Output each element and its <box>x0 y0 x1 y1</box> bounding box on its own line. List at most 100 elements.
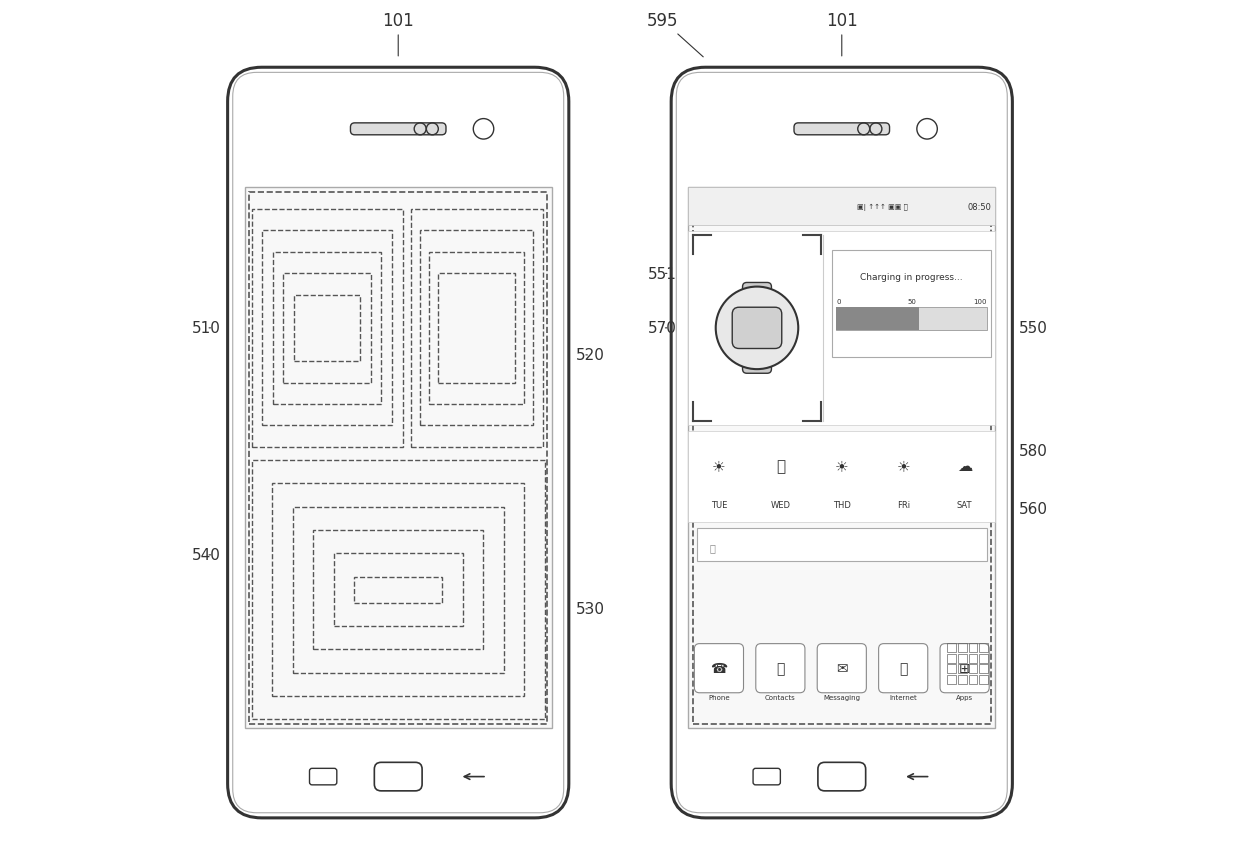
Text: 50: 50 <box>906 299 916 305</box>
FancyBboxPatch shape <box>756 644 805 693</box>
Text: ⛅: ⛅ <box>776 458 785 474</box>
Text: Contacts: Contacts <box>765 694 796 700</box>
Text: 510: 510 <box>192 321 221 336</box>
FancyBboxPatch shape <box>879 644 928 693</box>
FancyBboxPatch shape <box>233 73 564 813</box>
Text: 550: 550 <box>1019 321 1048 336</box>
FancyBboxPatch shape <box>817 644 867 693</box>
Text: 551: 551 <box>649 267 677 281</box>
Text: 580: 580 <box>1019 444 1048 459</box>
Text: ☁: ☁ <box>957 458 972 474</box>
Bar <box>968 665 977 674</box>
Bar <box>293 507 503 673</box>
FancyBboxPatch shape <box>818 763 866 791</box>
Text: Messaging: Messaging <box>823 694 861 700</box>
FancyBboxPatch shape <box>733 308 781 349</box>
Bar <box>980 643 988 653</box>
Text: 595: 595 <box>647 12 703 58</box>
Text: 100: 100 <box>973 299 987 305</box>
Bar <box>980 654 988 663</box>
Text: 🔍: 🔍 <box>709 542 715 552</box>
Text: ☀: ☀ <box>712 458 725 474</box>
Bar <box>947 676 956 684</box>
Bar <box>355 577 443 603</box>
Bar <box>968 654 977 663</box>
Bar <box>692 193 991 723</box>
FancyBboxPatch shape <box>753 769 780 785</box>
Bar <box>832 250 991 358</box>
Bar <box>314 530 484 649</box>
Bar <box>252 210 403 447</box>
Text: ☀: ☀ <box>897 458 910 474</box>
Bar <box>283 273 371 383</box>
Bar <box>410 210 543 447</box>
Bar <box>836 308 919 331</box>
FancyBboxPatch shape <box>794 124 889 135</box>
Bar <box>836 308 987 331</box>
Bar <box>688 188 996 728</box>
Text: 101: 101 <box>382 12 414 57</box>
Bar <box>947 665 956 674</box>
Text: Internet: Internet <box>889 694 918 700</box>
FancyBboxPatch shape <box>743 283 771 296</box>
Bar <box>947 654 956 663</box>
FancyBboxPatch shape <box>310 769 337 785</box>
Bar <box>959 665 967 674</box>
Bar <box>249 193 548 723</box>
Bar <box>334 554 463 626</box>
Text: 101: 101 <box>826 12 858 57</box>
Text: 🌐: 🌐 <box>899 661 908 676</box>
Circle shape <box>715 287 799 370</box>
Bar <box>244 188 552 728</box>
FancyBboxPatch shape <box>351 124 446 135</box>
Bar <box>968 676 977 684</box>
Bar <box>272 484 525 696</box>
Bar <box>262 231 392 426</box>
Text: FRi: FRi <box>897 500 910 509</box>
FancyBboxPatch shape <box>676 73 1007 813</box>
FancyBboxPatch shape <box>694 644 744 693</box>
Text: 540: 540 <box>192 548 221 562</box>
FancyBboxPatch shape <box>374 763 422 791</box>
Bar <box>968 643 977 653</box>
Text: ▣| ↑↑↑ ▣▣ ⏰: ▣| ↑↑↑ ▣▣ ⏰ <box>857 204 908 210</box>
Bar <box>688 431 996 523</box>
Bar <box>420 231 533 426</box>
Bar <box>959 676 967 684</box>
Text: 530: 530 <box>575 602 605 617</box>
Bar <box>429 252 525 405</box>
Bar <box>273 252 382 405</box>
Text: ⊞: ⊞ <box>959 661 971 676</box>
Text: 0: 0 <box>836 299 841 305</box>
Text: ☎: ☎ <box>711 661 728 676</box>
Text: ✉: ✉ <box>836 661 848 676</box>
Bar <box>688 231 996 426</box>
Text: 520: 520 <box>575 348 605 363</box>
Bar <box>980 676 988 684</box>
Text: THD: THD <box>833 500 851 509</box>
Text: 560: 560 <box>1019 502 1048 516</box>
Bar <box>959 654 967 663</box>
Text: Charging in progress...: Charging in progress... <box>861 273 962 282</box>
Bar <box>697 528 987 561</box>
FancyBboxPatch shape <box>940 644 990 693</box>
Bar <box>980 665 988 674</box>
Bar <box>252 460 544 719</box>
Text: ☀: ☀ <box>835 458 848 474</box>
FancyBboxPatch shape <box>671 68 1012 818</box>
Text: WED: WED <box>770 500 790 509</box>
Bar <box>294 296 361 362</box>
Text: SAT: SAT <box>957 500 972 509</box>
Text: 570: 570 <box>649 321 677 336</box>
Text: 08:50: 08:50 <box>967 203 991 211</box>
Text: TUE: TUE <box>711 500 727 509</box>
Bar <box>959 643 967 653</box>
Text: Phone: Phone <box>708 694 730 700</box>
Bar <box>947 643 956 653</box>
FancyBboxPatch shape <box>228 68 569 818</box>
Bar <box>438 273 515 383</box>
Bar <box>688 188 996 226</box>
FancyBboxPatch shape <box>743 361 771 374</box>
Text: 👤: 👤 <box>776 661 785 676</box>
Text: Apps: Apps <box>956 694 973 700</box>
